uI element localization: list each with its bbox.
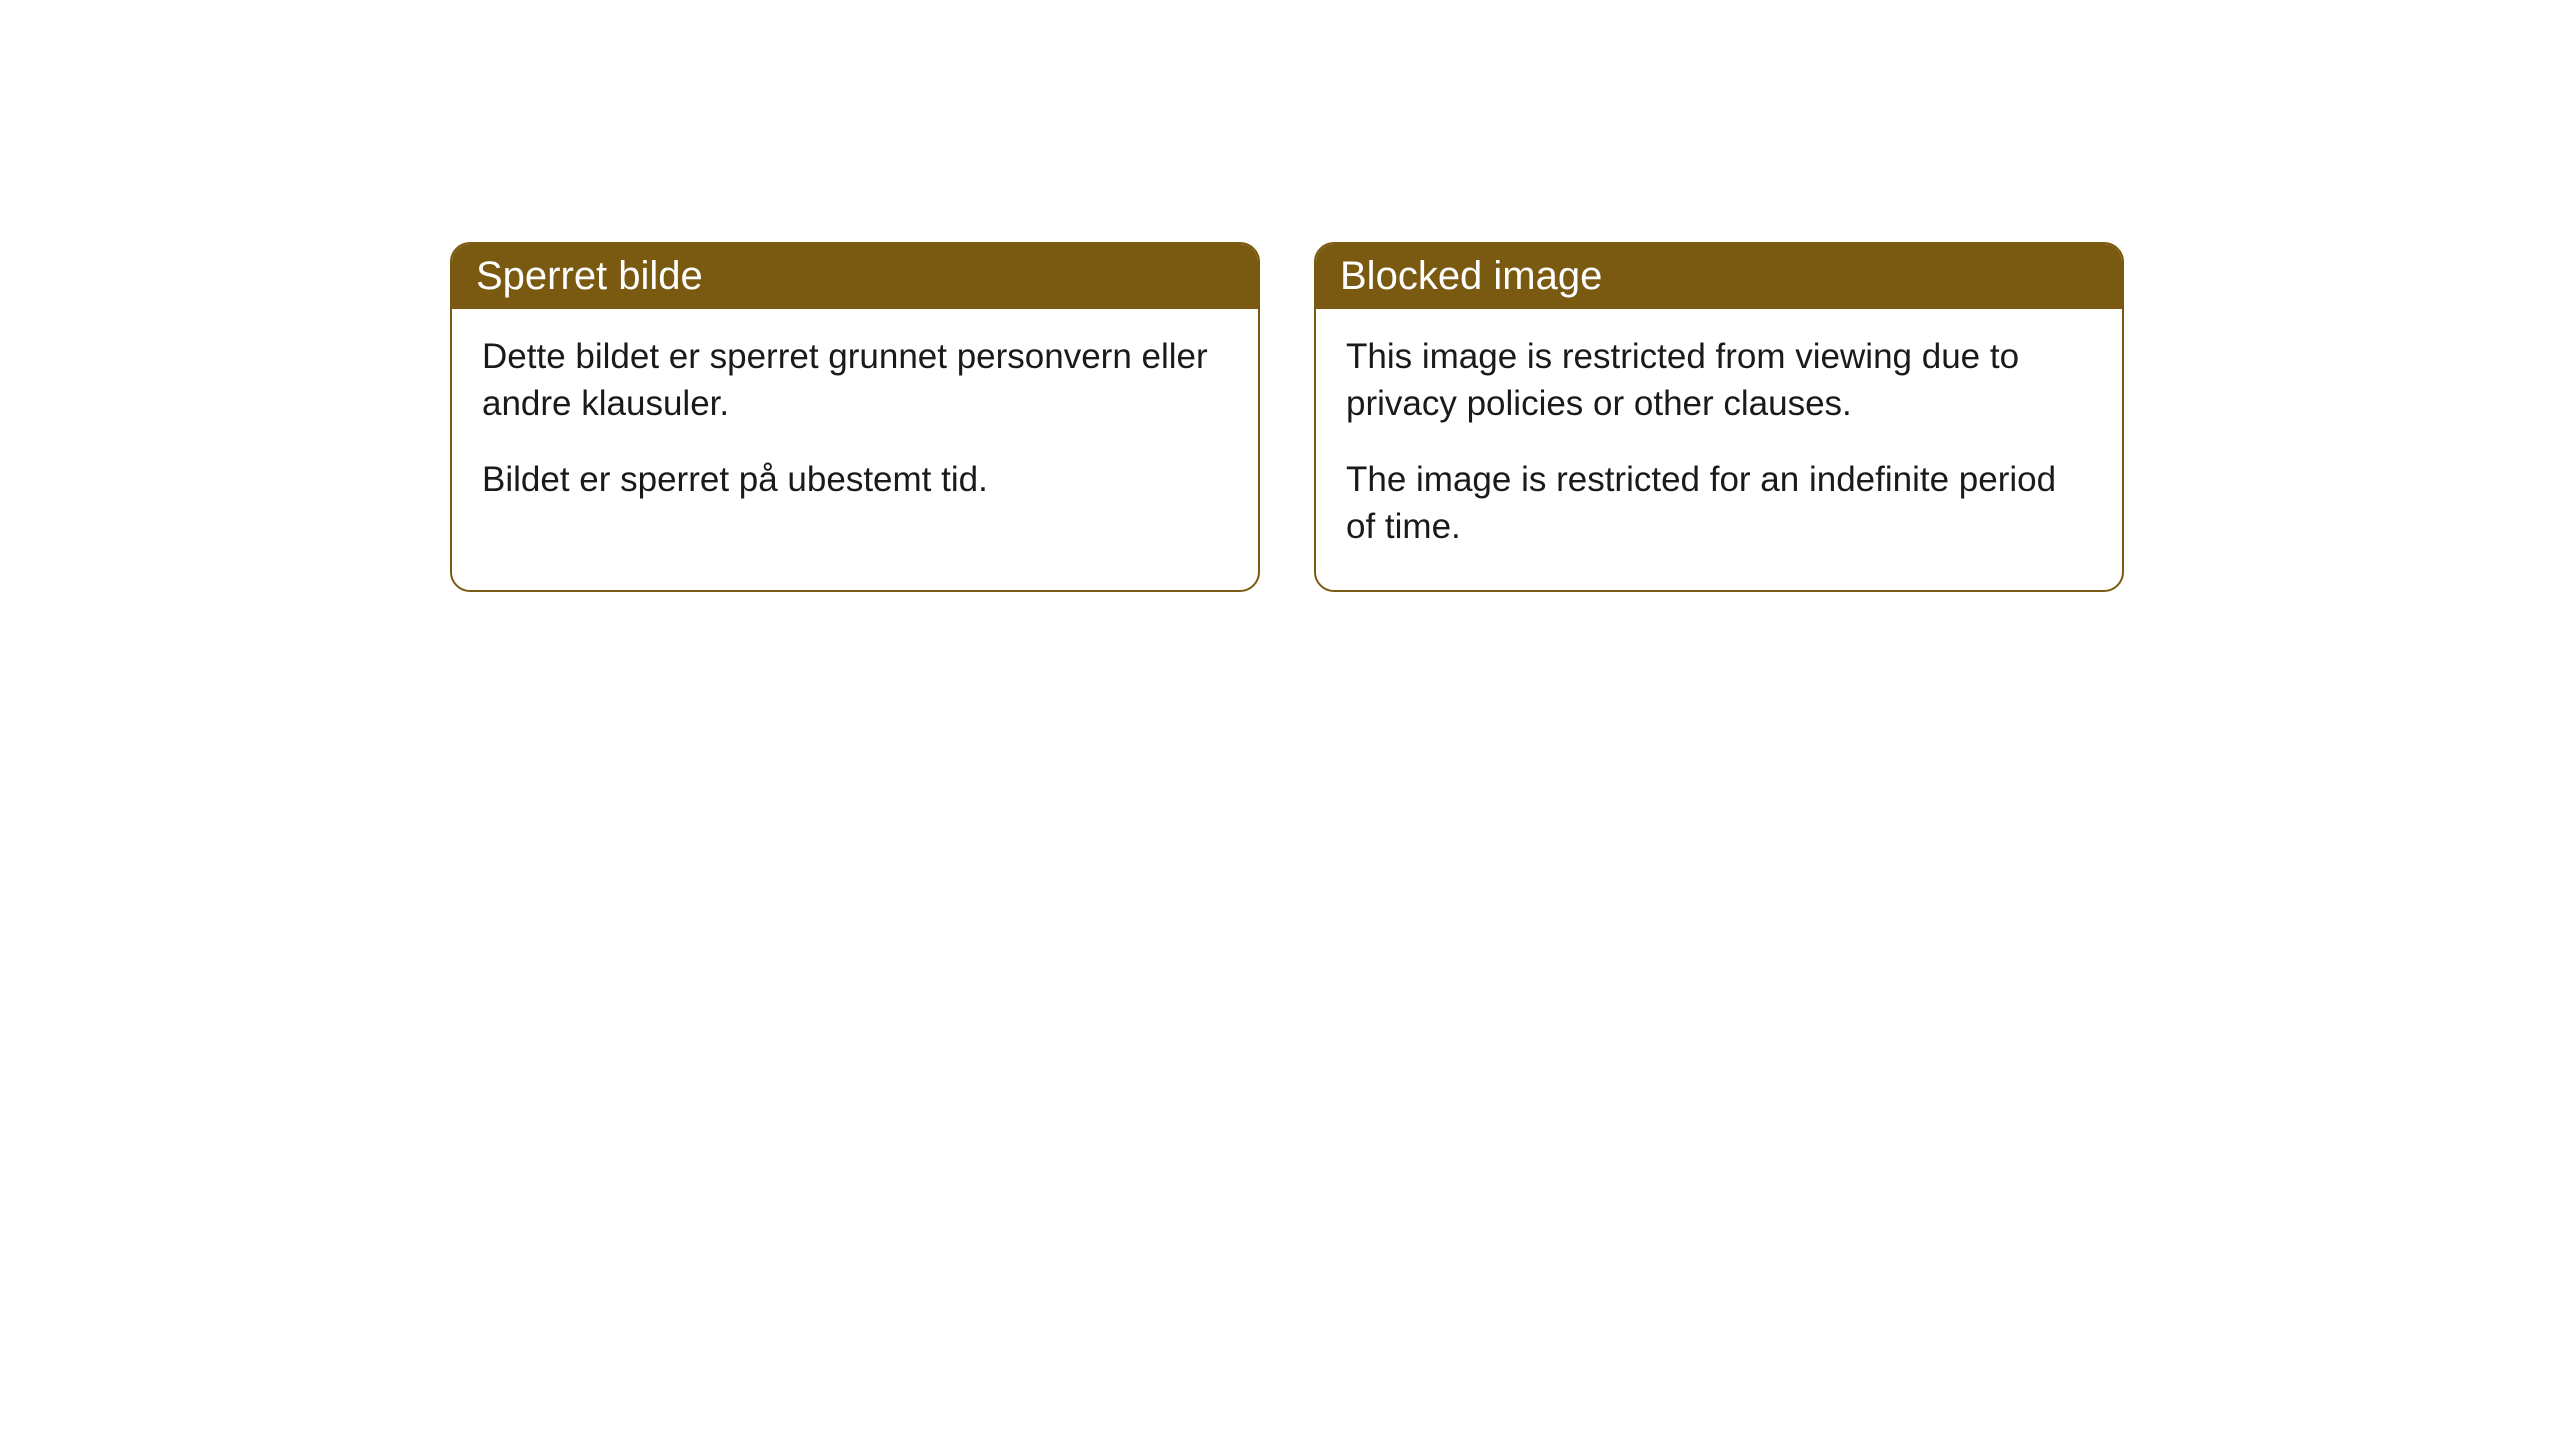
card-paragraph-2: The image is restricted for an indefinit… bbox=[1346, 456, 2092, 551]
card-title: Sperret bilde bbox=[476, 254, 703, 298]
card-paragraph-1: Dette bildet er sperret grunnet personve… bbox=[482, 333, 1228, 428]
card-header-norwegian: Sperret bilde bbox=[452, 244, 1258, 309]
card-paragraph-2: Bildet er sperret på ubestemt tid. bbox=[482, 456, 1228, 503]
card-english: Blocked image This image is restricted f… bbox=[1314, 242, 2124, 592]
card-body-english: This image is restricted from viewing du… bbox=[1316, 309, 2122, 590]
cards-container: Sperret bilde Dette bildet er sperret gr… bbox=[0, 0, 2560, 592]
card-header-english: Blocked image bbox=[1316, 244, 2122, 309]
card-title: Blocked image bbox=[1340, 254, 1602, 298]
card-norwegian: Sperret bilde Dette bildet er sperret gr… bbox=[450, 242, 1260, 592]
card-body-norwegian: Dette bildet er sperret grunnet personve… bbox=[452, 309, 1258, 543]
card-paragraph-1: This image is restricted from viewing du… bbox=[1346, 333, 2092, 428]
